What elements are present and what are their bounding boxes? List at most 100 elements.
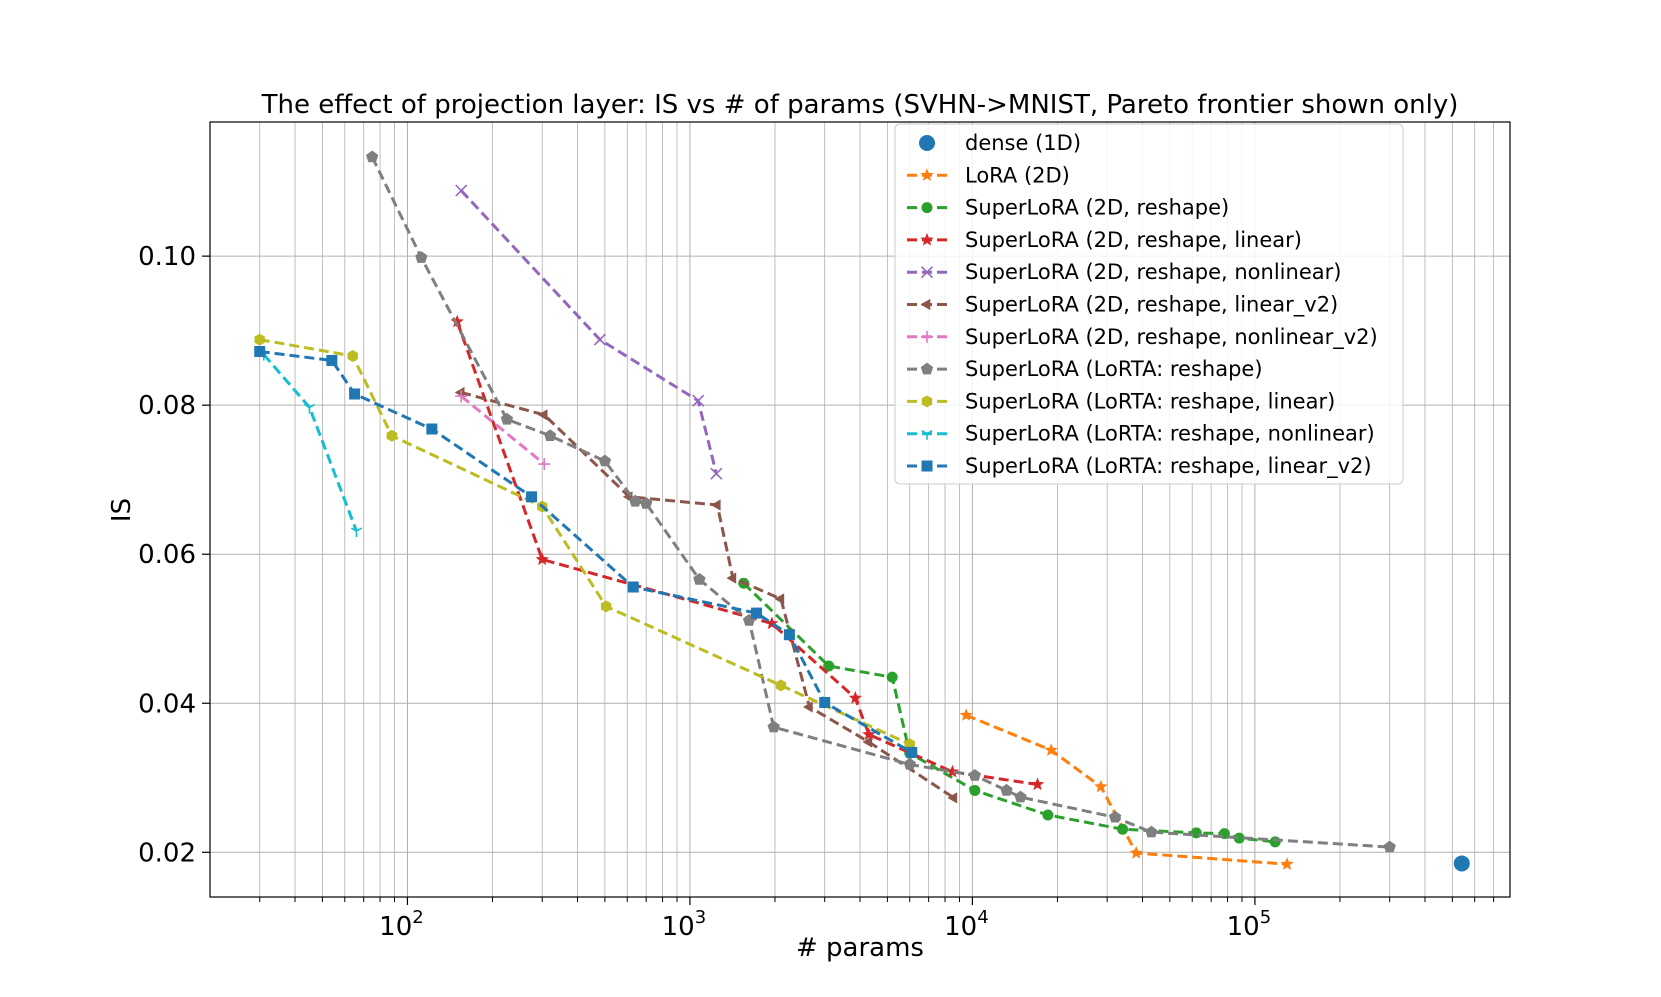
data-point bbox=[1094, 779, 1108, 793]
data-point bbox=[886, 671, 898, 683]
y-tick-label: 0.08 bbox=[138, 391, 196, 421]
legend-item: SuperLoRA (LoRTA: reshape, nonlinear) bbox=[907, 422, 1375, 446]
legend-label: SuperLoRA (LoRTA: reshape, linear) bbox=[965, 389, 1335, 413]
data-point bbox=[598, 454, 612, 467]
legend-marker bbox=[919, 135, 935, 151]
data-point bbox=[823, 660, 835, 672]
data-point bbox=[903, 757, 916, 770]
y-tick-label: 0.02 bbox=[138, 838, 196, 868]
data-point bbox=[906, 746, 918, 758]
legend-label: dense (1D) bbox=[965, 131, 1081, 155]
legend-marker bbox=[920, 362, 934, 375]
data-point bbox=[535, 552, 549, 566]
legend-label: SuperLoRA (2D, reshape, nonlinear_v2) bbox=[965, 325, 1378, 350]
data-point bbox=[593, 333, 606, 346]
x-tick-label: 103 bbox=[662, 907, 707, 942]
legend-label: SuperLoRA (LoRTA: reshape, linear_v2) bbox=[965, 454, 1372, 479]
x-tick-exponent: 5 bbox=[1260, 907, 1271, 928]
data-point bbox=[450, 314, 464, 328]
series-0 bbox=[1453, 855, 1470, 872]
data-point bbox=[426, 423, 438, 435]
data-point bbox=[455, 184, 468, 197]
data-point bbox=[629, 494, 642, 507]
data-point bbox=[1014, 790, 1027, 803]
y-axis-label: IS bbox=[107, 498, 137, 522]
legend-label: SuperLoRA (LoRTA: reshape, nonlinear) bbox=[965, 422, 1375, 446]
data-point bbox=[1145, 825, 1158, 838]
legend-item: SuperLoRA (2D, reshape) bbox=[907, 196, 1229, 220]
data-point bbox=[1280, 857, 1294, 870]
series-7 bbox=[366, 150, 1396, 853]
data-point bbox=[1030, 777, 1045, 791]
legend-item: SuperLoRA (2D, reshape, nonlinear) bbox=[907, 260, 1341, 284]
data-point bbox=[726, 572, 737, 584]
legend-marker bbox=[921, 330, 933, 343]
y-tick-label: 0.10 bbox=[138, 242, 196, 272]
y-tick-label: 0.04 bbox=[138, 689, 196, 719]
series-line bbox=[259, 338, 911, 746]
legend-label: SuperLoRA (2D, reshape, nonlinear) bbox=[965, 260, 1341, 284]
series-3 bbox=[450, 314, 1045, 791]
data-point bbox=[1042, 809, 1054, 821]
chart-title: The effect of projection layer: IS vs # … bbox=[261, 90, 1459, 120]
data-point bbox=[627, 581, 639, 593]
data-point bbox=[1117, 823, 1129, 835]
data-point bbox=[969, 784, 981, 796]
x-tick-base: 10 bbox=[662, 912, 695, 942]
legend-label: LoRA (2D) bbox=[965, 163, 1070, 187]
data-point bbox=[386, 429, 397, 442]
data-point bbox=[803, 701, 813, 713]
series-4 bbox=[455, 184, 723, 480]
series-line bbox=[742, 582, 1276, 844]
data-point bbox=[366, 150, 379, 163]
legend: dense (1D) LoRA (2D) SuperLoRA (2D, reshap… bbox=[894, 123, 1404, 485]
data-point bbox=[945, 764, 960, 778]
data-point bbox=[692, 394, 705, 407]
x-tick-base: 10 bbox=[1227, 912, 1260, 942]
data-point bbox=[848, 691, 862, 704]
data-point bbox=[775, 679, 787, 692]
legend-box bbox=[894, 123, 1404, 485]
data-point bbox=[303, 403, 316, 414]
series-line bbox=[460, 189, 718, 475]
legend-item: SuperLoRA (LoRTA: reshape) bbox=[907, 357, 1263, 381]
data-point bbox=[600, 600, 612, 613]
data-point bbox=[710, 467, 723, 480]
x-tick-label: 102 bbox=[379, 907, 424, 942]
data-point bbox=[1453, 855, 1470, 872]
y-ticks: 0.02 0.04 0.06 0.08 0.10 bbox=[138, 242, 210, 868]
data-point bbox=[349, 388, 361, 400]
legend-item: SuperLoRA (2D, reshape, nonlinear_v2) bbox=[907, 325, 1378, 350]
data-point bbox=[862, 727, 876, 741]
x-tick-exponent: 2 bbox=[412, 907, 423, 928]
data-point bbox=[1233, 832, 1245, 844]
y-tick-label: 0.06 bbox=[138, 540, 196, 570]
legend-marker bbox=[921, 202, 933, 214]
legend-label: SuperLoRA (LoRTA: reshape) bbox=[965, 357, 1263, 381]
legend-item: SuperLoRA (2D, reshape, linear) bbox=[907, 228, 1302, 252]
data-point bbox=[1190, 827, 1202, 839]
legend-item: SuperLoRA (2D, reshape, linear_v2) bbox=[907, 293, 1338, 318]
legend-marker bbox=[921, 430, 933, 440]
data-point bbox=[1108, 810, 1122, 823]
data-point bbox=[693, 573, 706, 585]
data-point bbox=[526, 491, 538, 503]
series-line bbox=[262, 353, 358, 532]
x-tick-label: 105 bbox=[1227, 907, 1272, 942]
data-point bbox=[415, 251, 428, 263]
data-point bbox=[710, 499, 721, 511]
x-tick-base: 10 bbox=[379, 912, 412, 942]
legend-label: SuperLoRA (2D, reshape) bbox=[965, 196, 1229, 220]
series-6 bbox=[455, 390, 551, 471]
legend-item: dense (1D) bbox=[919, 131, 1081, 155]
legend-item: SuperLoRA (LoRTA: reshape, linear_v2) bbox=[907, 454, 1372, 479]
data-point bbox=[959, 708, 973, 721]
data-point bbox=[767, 720, 780, 733]
x-ticks: 102 103 104 105 bbox=[259, 897, 1495, 942]
data-point bbox=[1269, 836, 1281, 848]
legend-marker bbox=[920, 266, 934, 279]
x-axis-label: # params bbox=[796, 933, 924, 963]
data-point bbox=[326, 354, 338, 366]
data-point bbox=[640, 497, 653, 509]
data-point bbox=[538, 458, 551, 471]
